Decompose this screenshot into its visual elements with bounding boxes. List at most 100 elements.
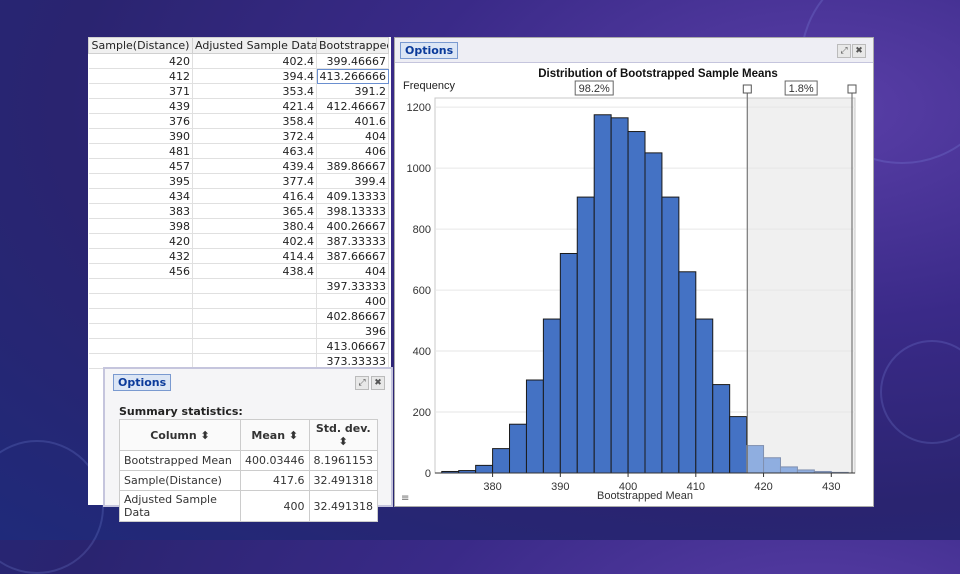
table-cell[interactable] — [88, 323, 193, 339]
x-tick-label: 430 — [822, 481, 840, 493]
table-cell[interactable]: 412 — [88, 68, 193, 84]
table-cell[interactable]: 391.2 — [316, 83, 389, 99]
table-cell[interactable]: 412.46667 — [316, 98, 389, 114]
table-cell[interactable]: 400.26667 — [316, 218, 389, 234]
table-cell[interactable]: 372.4 — [192, 128, 317, 144]
table-cell[interactable]: 398 — [88, 218, 193, 234]
table-cell[interactable]: 401.6 — [316, 113, 389, 129]
table-cell[interactable]: 398.13333 — [316, 203, 389, 219]
table-cell[interactable] — [88, 308, 193, 324]
column-header[interactable]: Adjusted Sample Data — [192, 37, 317, 54]
table-cell[interactable]: 434 — [88, 188, 193, 204]
table-cell[interactable]: 389.86667 — [316, 158, 389, 174]
table-cell[interactable]: 456 — [88, 263, 193, 279]
table-cell[interactable] — [192, 323, 317, 339]
table-cell[interactable]: 402.4 — [192, 233, 317, 249]
table-cell[interactable]: 404 — [316, 263, 389, 279]
table-cell[interactable] — [192, 278, 317, 294]
table-cell[interactable] — [192, 338, 317, 354]
table-cell[interactable]: 402.86667 — [316, 308, 389, 324]
summary-header-row: Column ⬍ Mean ⬍ Std. dev. ⬍ — [119, 419, 378, 451]
expand-icon[interactable]: ⤢ — [837, 44, 851, 58]
histogram-bar — [593, 114, 612, 474]
histogram-bar — [712, 384, 731, 474]
table-row: 432 414.4 387.66667 — [88, 248, 389, 264]
column-header[interactable]: Sample(Distance) — [88, 37, 193, 54]
summary-table: Column ⬍ Mean ⬍ Std. dev. ⬍ Bootstrapped… — [119, 419, 378, 522]
table-cell[interactable]: 371 — [88, 83, 193, 99]
column-header[interactable]: Bootstrapped — [316, 37, 389, 54]
summary-row: Bootstrapped Mean 400.03446 8.1961153 — [119, 450, 378, 471]
options-button[interactable]: Options — [400, 42, 459, 59]
table-cell[interactable]: 387.66667 — [316, 248, 389, 264]
table-cell[interactable]: 406 — [316, 143, 389, 159]
table-row: 402.86667 — [88, 308, 389, 324]
table-cell[interactable] — [192, 308, 317, 324]
table-cell[interactable]: 399.46667 — [316, 53, 389, 69]
table-cell[interactable]: 404 — [316, 128, 389, 144]
column-header-column[interactable]: Column ⬍ — [119, 419, 241, 451]
table-cell[interactable] — [88, 293, 193, 309]
options-button[interactable]: Options — [113, 374, 172, 391]
table-cell[interactable]: 353.4 — [192, 83, 317, 99]
table-cell[interactable]: 463.4 — [192, 143, 317, 159]
table-cell[interactable]: 420 — [88, 233, 193, 249]
column-header-std-dev[interactable]: Std. dev. ⬍ — [308, 419, 378, 451]
table-cell[interactable]: 376 — [88, 113, 193, 129]
table-cell[interactable]: 413.266666 — [316, 68, 389, 84]
table-cell[interactable]: 438.4 — [192, 263, 317, 279]
table-row: 420 402.4 387.33333 — [88, 233, 389, 249]
column-header-mean[interactable]: Mean ⬍ — [240, 419, 310, 451]
table-cell[interactable]: 399.4 — [316, 173, 389, 189]
table-cell[interactable]: 413.06667 — [316, 338, 389, 354]
histogram-bar — [576, 196, 595, 474]
table-row: 371 353.4 391.2 — [88, 83, 389, 99]
table-cell[interactable]: 387.33333 — [316, 233, 389, 249]
summary-cell: 400 — [240, 490, 310, 522]
table-cell[interactable]: 416.4 — [192, 188, 317, 204]
table-cell[interactable]: 457 — [88, 158, 193, 174]
table-cell[interactable]: 397.33333 — [316, 278, 389, 294]
table-row: 390 372.4 404 — [88, 128, 389, 144]
left-percent-box — [574, 80, 614, 96]
table-cell[interactable]: 439 — [88, 98, 193, 114]
table-row: 481 463.4 406 — [88, 143, 389, 159]
table-cell[interactable]: 377.4 — [192, 173, 317, 189]
table-cell[interactable]: 358.4 — [192, 113, 317, 129]
menu-icon[interactable]: ≡ — [401, 493, 410, 504]
y-tick-label: 200 — [413, 407, 431, 419]
table-row: 413.06667 — [88, 338, 389, 354]
table-cell[interactable] — [88, 278, 193, 294]
expand-icon[interactable]: ⤢ — [355, 376, 369, 390]
table-cell[interactable]: 383 — [88, 203, 193, 219]
table-cell[interactable]: 365.4 — [192, 203, 317, 219]
table-cell[interactable]: 432 — [88, 248, 193, 264]
table-cell[interactable]: 420 — [88, 53, 193, 69]
right-percent-box — [784, 80, 818, 96]
table-cell[interactable]: 390 — [88, 128, 193, 144]
y-tick-label: 0 — [425, 468, 431, 480]
table-cell[interactable]: 481 — [88, 143, 193, 159]
table-cell[interactable] — [192, 293, 317, 309]
close-icon[interactable]: ✖ — [852, 44, 866, 58]
table-cell[interactable] — [88, 338, 193, 354]
table-cell[interactable]: 380.4 — [192, 218, 317, 234]
summary-title: Summary statistics: — [119, 405, 243, 418]
table-row: 383 365.4 398.13333 — [88, 203, 389, 219]
summary-statistics-panel: Options ⤢ ✖ Summary statistics: Column ⬍… — [103, 367, 393, 522]
table-cell[interactable]: 409.13333 — [316, 188, 389, 204]
table-cell[interactable]: 400 — [316, 293, 389, 309]
table-cell[interactable]: 439.4 — [192, 158, 317, 174]
table-cell[interactable]: 421.4 — [192, 98, 317, 114]
table-cell[interactable]: 396 — [316, 323, 389, 339]
histogram-bar — [779, 466, 798, 474]
histogram-bar — [559, 252, 578, 474]
table-cell[interactable]: 402.4 — [192, 53, 317, 69]
histogram-bar — [746, 445, 765, 474]
close-icon[interactable]: ✖ — [371, 376, 385, 390]
summary-cell: 8.1961153 — [308, 450, 378, 471]
table-cell[interactable]: 414.4 — [192, 248, 317, 264]
table-cell[interactable]: 395 — [88, 173, 193, 189]
table-cell[interactable]: 394.4 — [192, 68, 317, 84]
histogram-panel: Options ⤢ ✖ ≡ 0 200 400 600 800 1000 1200 380 39… — [394, 37, 874, 507]
